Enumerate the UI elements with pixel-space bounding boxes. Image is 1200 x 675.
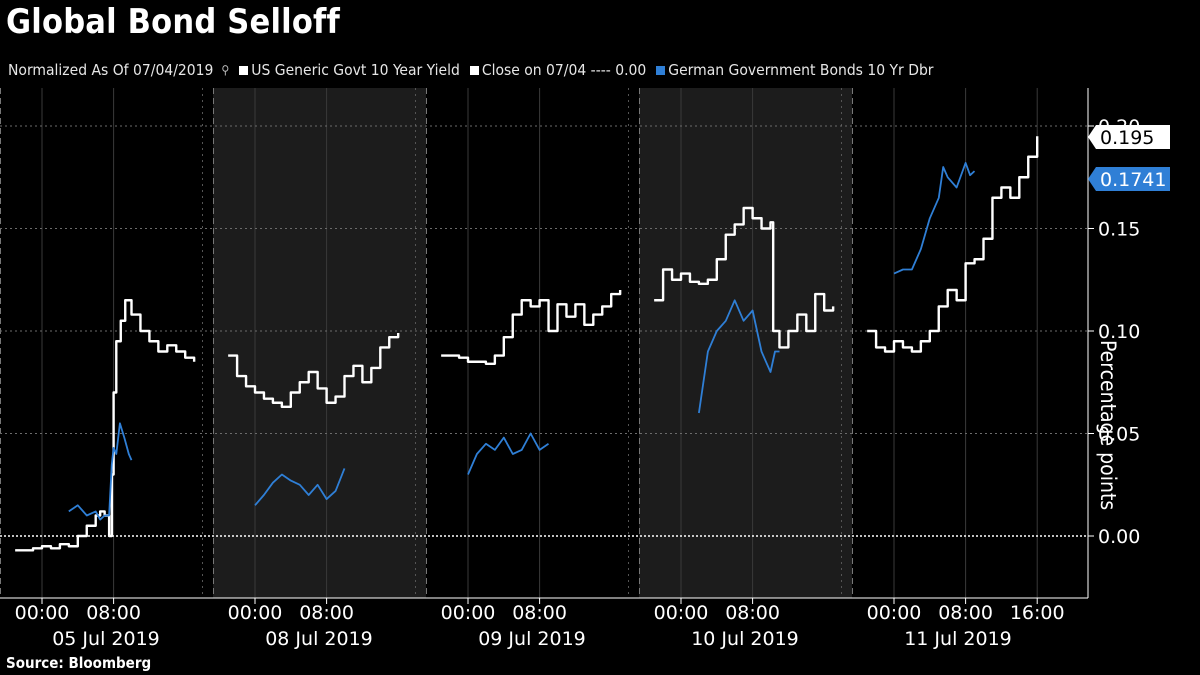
x-tick-label: 00:00 — [15, 602, 70, 624]
legend: Normalized As Of 07/04/2019 ⚲ US Generic… — [8, 61, 934, 79]
us-last-value-tag-bg — [1088, 125, 1170, 149]
y-tick-label: 0.05 — [1098, 424, 1140, 446]
us-yield-line — [441, 290, 622, 365]
legend-us-label: US Generic Govt 10 Year Yield — [251, 61, 460, 79]
de-yield-line — [698, 299, 780, 414]
legend-de-swatch — [656, 65, 666, 75]
shaded-day-band — [639, 88, 852, 598]
shaded-day-band — [213, 88, 426, 598]
x-day-label: 09 Jul 2019 — [478, 628, 586, 650]
us-yield-line — [228, 333, 400, 409]
x-day-label: 05 Jul 2019 — [52, 628, 160, 650]
pin-icon: ⚲ — [221, 63, 230, 77]
x-tick-label: 16:00 — [1010, 602, 1065, 624]
x-tick-label: 00:00 — [441, 602, 496, 624]
x-tick-label: 08:00 — [725, 602, 780, 624]
x-tick-label: 00:00 — [867, 602, 922, 624]
y-axis-label: Percentage points — [1096, 340, 1120, 511]
de-yield-line — [467, 432, 550, 475]
de-last-value-tag: 0.1741 — [1100, 169, 1166, 191]
de-yield-line — [68, 422, 133, 521]
y-tick-label: 0.00 — [1098, 526, 1140, 548]
x-day-label: 10 Jul 2019 — [691, 628, 799, 650]
legend-close-swatch — [469, 65, 479, 75]
x-day-label: 11 Jul 2019 — [904, 628, 1012, 650]
de-yield-line — [893, 162, 976, 275]
de-last-value-tag-bg — [1088, 167, 1170, 191]
x-tick-label: 08:00 — [512, 602, 567, 624]
x-day-label: 08 Jul 2019 — [265, 628, 373, 650]
de-yield-line — [254, 468, 346, 506]
x-tick-label: 08:00 — [938, 602, 993, 624]
legend-normalized: Normalized As Of 07/04/2019 — [8, 61, 214, 79]
us-yield-line — [654, 206, 835, 349]
us-last-value-tag: 0.195 — [1100, 127, 1154, 149]
y-tick-label: 0.15 — [1098, 219, 1140, 241]
x-tick-label: 00:00 — [654, 602, 709, 624]
legend-us-swatch — [239, 65, 249, 75]
y-tick-label: 0.10 — [1098, 321, 1140, 343]
legend-close-label: Close on 07/04 ---- 0.00 — [481, 61, 647, 79]
us-yield-line — [867, 136, 1039, 353]
chart-title: Global Bond Selloff — [6, 2, 341, 42]
legend-de-label: German Government Bonds 10 Yr Dbr — [668, 61, 934, 79]
x-tick-label: 00:00 — [228, 602, 283, 624]
source-note: Source: Bloomberg — [6, 654, 152, 672]
x-tick-label: 08:00 — [86, 602, 141, 624]
x-tick-label: 08:00 — [299, 602, 354, 624]
